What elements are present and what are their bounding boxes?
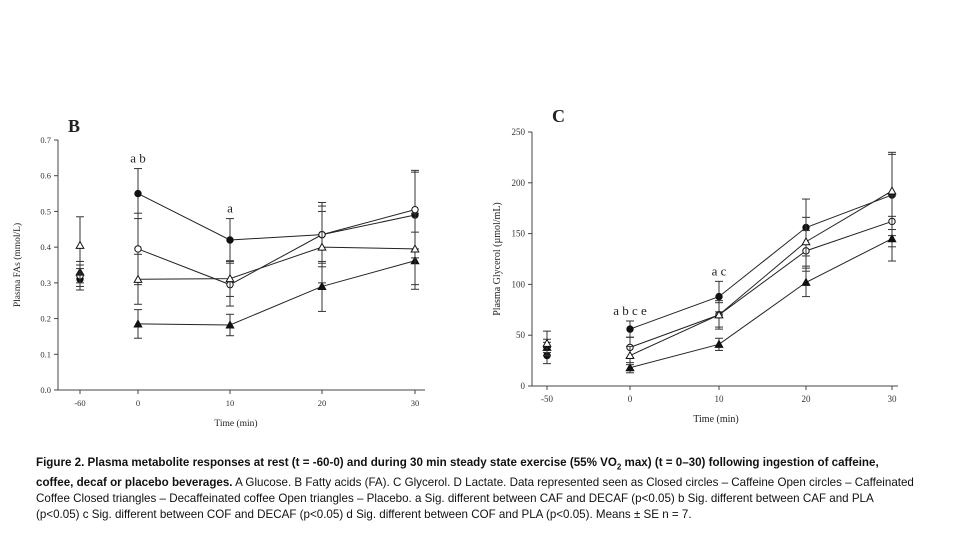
- caption-body: A Glucose. B Fatty acids (FA). C Glycero…: [36, 476, 914, 522]
- y-tick-label: 0.1: [40, 349, 51, 359]
- data-point: [225, 273, 235, 283]
- series-line: [137, 209, 416, 286]
- x-tick-label: 20: [318, 398, 327, 408]
- data-point: [887, 233, 897, 243]
- x-tick-label: 30: [411, 398, 420, 408]
- data-point: [226, 236, 234, 244]
- significance-annotation: a: [227, 201, 233, 216]
- panel-label: B: [68, 116, 80, 136]
- series-placebo: [75, 210, 420, 305]
- y-tick-label: 0.4: [40, 242, 51, 252]
- data-point: [134, 189, 142, 198]
- x-tick-label: -60: [74, 398, 85, 408]
- x-tick-label: 10: [715, 394, 725, 404]
- y-axis-title: Plasma Glycerol (µmol/mL): [492, 202, 503, 316]
- data-point: [317, 281, 327, 290]
- series-caffeine: [76, 168, 419, 291]
- significance-annotation: a c: [712, 263, 727, 278]
- y-tick-label: 100: [512, 279, 526, 289]
- significance-annotation: a b c e: [613, 303, 647, 318]
- x-axis-title: Time (min): [693, 414, 738, 425]
- x-tick-label: 20: [802, 394, 812, 404]
- data-point: [625, 362, 635, 372]
- x-tick-label: 30: [888, 394, 898, 404]
- series-line: [137, 260, 416, 326]
- series-caffeine: [543, 153, 896, 365]
- data-point: [542, 338, 552, 347]
- data-point: [75, 240, 85, 249]
- series-line: [629, 220, 893, 348]
- data-point: [887, 186, 897, 195]
- x-tick-label: 10: [226, 398, 235, 408]
- y-tick-label: 0.2: [40, 314, 51, 324]
- data-point: [625, 350, 635, 360]
- data-point: [714, 339, 724, 348]
- y-tick-label: 0.6: [40, 171, 51, 181]
- data-point: [317, 242, 327, 251]
- data-point: [134, 245, 142, 253]
- data-point: [715, 292, 723, 301]
- data-point: [801, 277, 811, 286]
- chart-fatty-acids: B 0.0 0.1 0.2 0.3 0.4 0.5 0.6 0.7 -60 0 10 20 30 Time …: [12, 116, 425, 429]
- y-tick-label: 250: [512, 127, 526, 137]
- y-tick-label: 0.5: [40, 206, 51, 216]
- data-point: [626, 325, 634, 333]
- series-line: [137, 246, 416, 280]
- chart-glycerol: C 0 50 100 150 200 250 -50 0 10 20 30 Time (min) Plas…: [492, 106, 898, 425]
- x-tick-label: 0: [628, 394, 633, 404]
- data-point: [411, 205, 419, 214]
- data-point: [133, 274, 143, 283]
- series-placebo: [542, 151, 897, 366]
- y-tick-label: 50: [516, 330, 526, 340]
- y-tick-label: 200: [512, 178, 526, 188]
- series-line: [629, 194, 893, 330]
- data-point: [801, 236, 811, 246]
- y-tick-label: 0.0: [40, 385, 51, 395]
- y-tick-label: 0: [521, 381, 526, 391]
- data-point: [225, 320, 235, 329]
- data-point: [133, 319, 143, 328]
- series-line: [629, 190, 893, 356]
- series-line: [137, 193, 416, 241]
- x-tick-label: -50: [541, 394, 553, 404]
- caption-title-tail: max) (t = 0–30) following ingestion of c…: [36, 456, 879, 490]
- x-axis-title: Time (min): [214, 418, 257, 429]
- caption-subscript: 2: [616, 462, 622, 472]
- y-tick-label: 150: [512, 229, 526, 239]
- significance-annotation: a b: [130, 151, 146, 166]
- data-point: [410, 244, 420, 253]
- y-tick-label: 0.7: [40, 135, 51, 145]
- figure-caption: Figure 2. Plasma metabolite responses at…: [36, 455, 916, 523]
- y-tick-label: 0.3: [40, 278, 51, 288]
- panel-label: C: [552, 106, 565, 126]
- caption-title: Figure 2. Plasma metabolite responses at…: [36, 456, 617, 469]
- data-point: [714, 310, 724, 319]
- x-tick-label: 0: [136, 398, 140, 408]
- series-caffeinated-coffee: [76, 169, 419, 307]
- y-axis-title: Plasma FAs (mmol/L): [12, 223, 23, 307]
- series-line: [629, 238, 893, 369]
